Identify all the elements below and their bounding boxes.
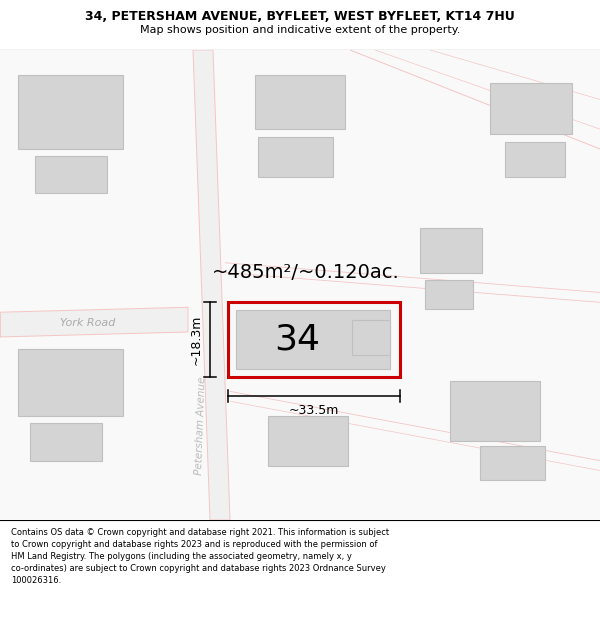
Bar (490, 82, 572, 134)
Text: ~18.3m: ~18.3m (190, 314, 203, 364)
Bar (352, 320, 390, 355)
Bar (18, 75, 123, 149)
Text: Petersham Avenue: Petersham Avenue (194, 377, 208, 476)
Bar (258, 137, 333, 177)
Text: ~33.5m: ~33.5m (289, 404, 339, 417)
Text: York Road: York Road (61, 318, 116, 328)
Bar (255, 75, 345, 129)
Polygon shape (193, 50, 230, 520)
Bar (228, 302, 400, 376)
Polygon shape (0, 308, 188, 337)
Bar (35, 156, 107, 194)
Text: Contains OS data © Crown copyright and database right 2021. This information is : Contains OS data © Crown copyright and d… (11, 528, 389, 584)
Text: 34, PETERSHAM AVENUE, BYFLEET, WEST BYFLEET, KT14 7HU: 34, PETERSHAM AVENUE, BYFLEET, WEST BYFL… (85, 10, 515, 23)
Bar (236, 310, 390, 369)
Bar (18, 349, 123, 416)
Bar (30, 423, 102, 461)
Bar (268, 416, 348, 466)
Bar (505, 142, 565, 177)
Bar (480, 446, 545, 481)
Bar (420, 228, 482, 272)
Text: 34: 34 (274, 322, 320, 356)
Text: ~485m²/~0.120ac.: ~485m²/~0.120ac. (212, 263, 399, 282)
Bar (425, 279, 473, 309)
Text: Map shows position and indicative extent of the property.: Map shows position and indicative extent… (140, 25, 460, 35)
Bar (450, 381, 540, 441)
